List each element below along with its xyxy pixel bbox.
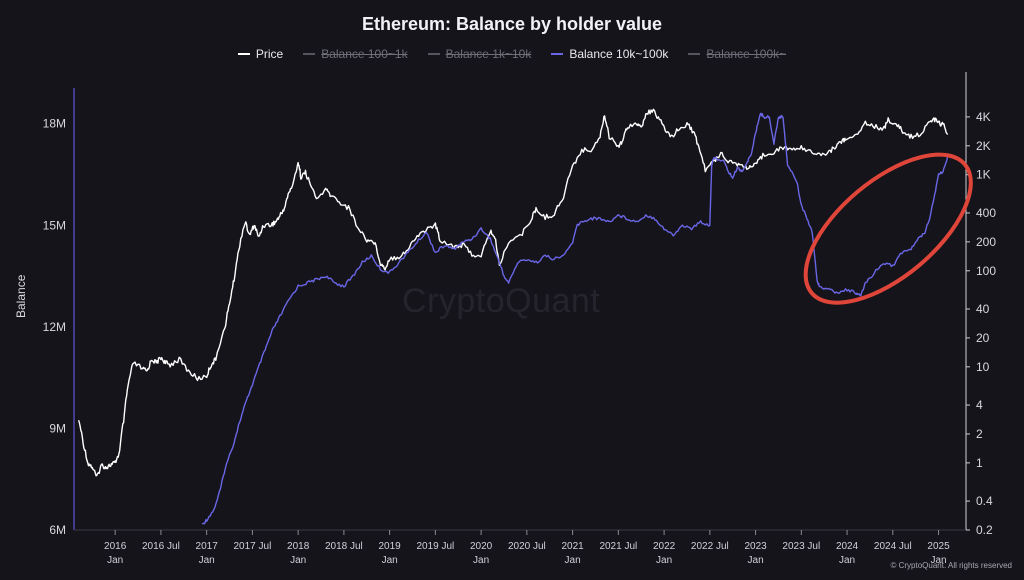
y2-tick-label: 1K [976,168,991,182]
x-tick-label: 2016 [104,541,127,552]
x-tick-label: 2025 [927,541,950,552]
y2-tick-label: 1 [976,456,983,470]
y-tick-label: 12M [43,320,66,334]
legend-item-balance-1k-10k[interactable]: Balance 1k~10k [427,47,532,61]
y2-tick-label: 200 [976,235,996,249]
legend-item-price[interactable]: Price [237,47,284,61]
watermark: CryptoQuant [402,282,601,320]
x-tick-label: 2016 Jul [142,541,180,552]
y-axis-label: Balance [14,274,28,318]
legend-swatch-balance-100k [688,53,701,55]
x-tick-label: 2022 [653,541,676,552]
chart-legend: Price Balance 100~1k Balance 1k~10k Bala… [0,47,1024,61]
x-tick-label: 2023 Jul [782,541,820,552]
y2-tick-label: 40 [976,302,990,316]
series-line-price [77,108,949,477]
legend-label: Balance 10k~100k [569,47,669,61]
x-tick-label: 2020 Jul [508,541,546,552]
x-tick-sublabel: Jan [565,555,581,566]
x-tick-sublabel: Jan [930,555,946,566]
legend-label: Balance 100k~ [706,47,787,61]
highlight-ellipse [803,152,973,305]
x-tick-label: 2021 Jul [599,541,637,552]
y2-tick-label: 2 [976,427,983,441]
copyright-credit: © CryptoQuant. All rights reserved [890,561,1013,570]
x-tick-label: 2023 [744,541,767,552]
x-tick-label: 2020 [470,541,493,552]
x-tick-label: 2019 Jul [416,541,454,552]
y2-tick-label: 4 [976,398,983,412]
x-tick-sublabel: Jan [382,555,398,566]
x-tick-sublabel: Jan [656,555,672,566]
legend-label: Balance 100~1k [321,47,408,61]
y2-tick-label: 20 [976,331,990,345]
x-tick-label: 2017 Jul [233,541,271,552]
y-tick-label: 15M [43,218,66,232]
legend-label: Balance 1k~10k [445,47,532,61]
x-tick-sublabel: Jan [748,555,764,566]
legend-item-balance-100-1k[interactable]: Balance 100~1k [303,47,408,61]
x-tick-sublabel: Jan [199,555,215,566]
y-tick-label: 18M [43,117,66,131]
y-tick-label: 6M [49,523,66,537]
legend-item-balance-10k-100k[interactable]: Balance 10k~100k [551,47,668,61]
x-tick-sublabel: Jan [473,555,489,566]
y-tick-label: 9M [49,421,66,435]
x-tick-sublabel: Jan [839,555,855,566]
x-tick-sublabel: Jan [290,555,306,566]
series-line-balance-10k-100k [201,112,949,525]
x-tick-label: 2018 Jul [325,541,363,552]
x-tick-label: 2022 Jul [691,541,729,552]
y2-tick-label: 4K [976,110,991,124]
legend-swatch-balance-10k-100k [551,53,564,55]
legend-label: Price [255,47,284,61]
legend-swatch-price [237,53,250,55]
y2-tick-label: 0.2 [976,523,993,537]
legend-swatch-balance-100-1k [303,53,316,55]
legend-swatch-balance-1k-10k [427,53,440,55]
y2-tick-label: 10 [976,360,990,374]
x-tick-label: 2021 [561,541,584,552]
x-tick-label: 2024 Jul [874,541,912,552]
x-tick-label: 2024 [836,541,859,552]
y2-tick-label: 100 [976,264,996,278]
y2-tick-label: 400 [976,206,996,220]
chart-title: Ethereum: Balance by holder value [361,14,663,34]
x-tick-label: 2018 [287,541,310,552]
y2-tick-label: 2K [976,139,991,153]
x-tick-label: 2017 [196,541,219,552]
x-tick-label: 2019 [379,541,402,552]
legend-item-balance-100k[interactable]: Balance 100k~ [688,47,786,61]
y2-tick-label: 0.4 [976,494,993,508]
x-tick-sublabel: Jan [107,555,123,566]
